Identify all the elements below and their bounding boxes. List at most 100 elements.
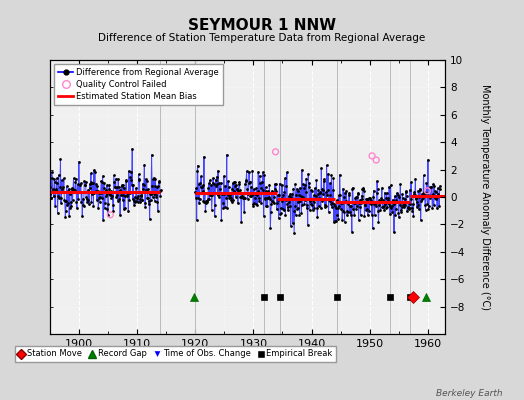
Point [204,196,212,202]
Point [237,194,245,200]
Point [290,203,299,209]
Point [138,196,147,203]
Point [292,192,300,198]
Point [417,198,425,204]
Point [194,195,202,201]
Point [224,184,233,190]
Point [224,178,232,184]
Point [118,197,127,203]
Point [381,195,390,201]
Point [300,184,308,191]
Point [154,208,162,214]
Point [343,208,352,214]
Point [278,197,287,204]
Point [282,196,290,203]
Point [223,204,232,211]
Point [47,195,56,201]
Point [66,205,74,211]
Point [205,196,213,203]
Point [51,202,59,209]
Point [255,198,264,204]
Point [233,186,242,192]
Point [103,206,112,212]
Point [286,202,294,209]
Point [343,211,351,218]
Point [120,206,128,213]
Point [434,191,442,197]
Point [424,156,432,163]
Point [114,176,122,182]
Point [99,173,107,179]
Point [243,168,251,174]
Point [431,195,439,201]
Point [310,205,318,211]
Point [227,197,235,203]
Point [120,185,128,191]
Point [328,200,336,206]
Point [71,179,80,185]
Point [213,192,222,198]
Point [288,191,296,197]
Point [276,210,284,217]
Point [433,205,441,212]
Point [157,187,165,193]
Point [309,196,317,203]
Point [372,202,380,209]
Point [257,200,265,206]
Point [94,205,103,212]
Point [97,178,105,184]
Point [191,194,200,201]
Point [379,203,388,209]
Point [364,212,372,218]
Point [366,195,374,201]
Point [247,184,256,190]
Point [239,195,248,202]
Point [271,181,280,187]
Point [357,200,365,206]
Point [275,215,283,222]
Point [209,180,217,186]
Point [320,178,328,184]
Point [101,205,109,212]
Point [315,195,323,201]
Point [385,201,393,208]
Point [420,188,428,195]
Point [254,169,263,175]
Point [369,194,377,200]
Point [360,188,368,194]
Point [65,213,73,220]
Point [64,186,73,192]
Point [347,212,355,218]
Point [111,183,119,190]
Point [363,196,372,202]
Point [144,186,152,192]
Point [326,180,334,186]
Point [394,210,402,216]
Point [287,222,295,229]
Point [122,176,130,183]
Point [265,181,274,188]
Point [100,180,108,186]
Point [53,210,62,216]
Point [296,212,304,218]
Point [323,186,332,193]
Point [324,171,332,177]
Point [132,198,140,204]
Point [126,190,135,196]
Point [107,188,115,194]
Point [288,196,297,202]
Point [418,191,426,197]
Point [48,175,57,181]
Point [417,216,425,223]
Point [200,153,208,160]
Point [61,213,70,220]
Point [365,207,374,214]
Point [237,219,245,225]
Point [347,202,356,209]
Point [329,175,337,182]
Point [198,189,206,196]
Point [225,195,233,201]
Point [399,200,408,206]
Point [383,204,391,210]
Point [365,195,373,201]
